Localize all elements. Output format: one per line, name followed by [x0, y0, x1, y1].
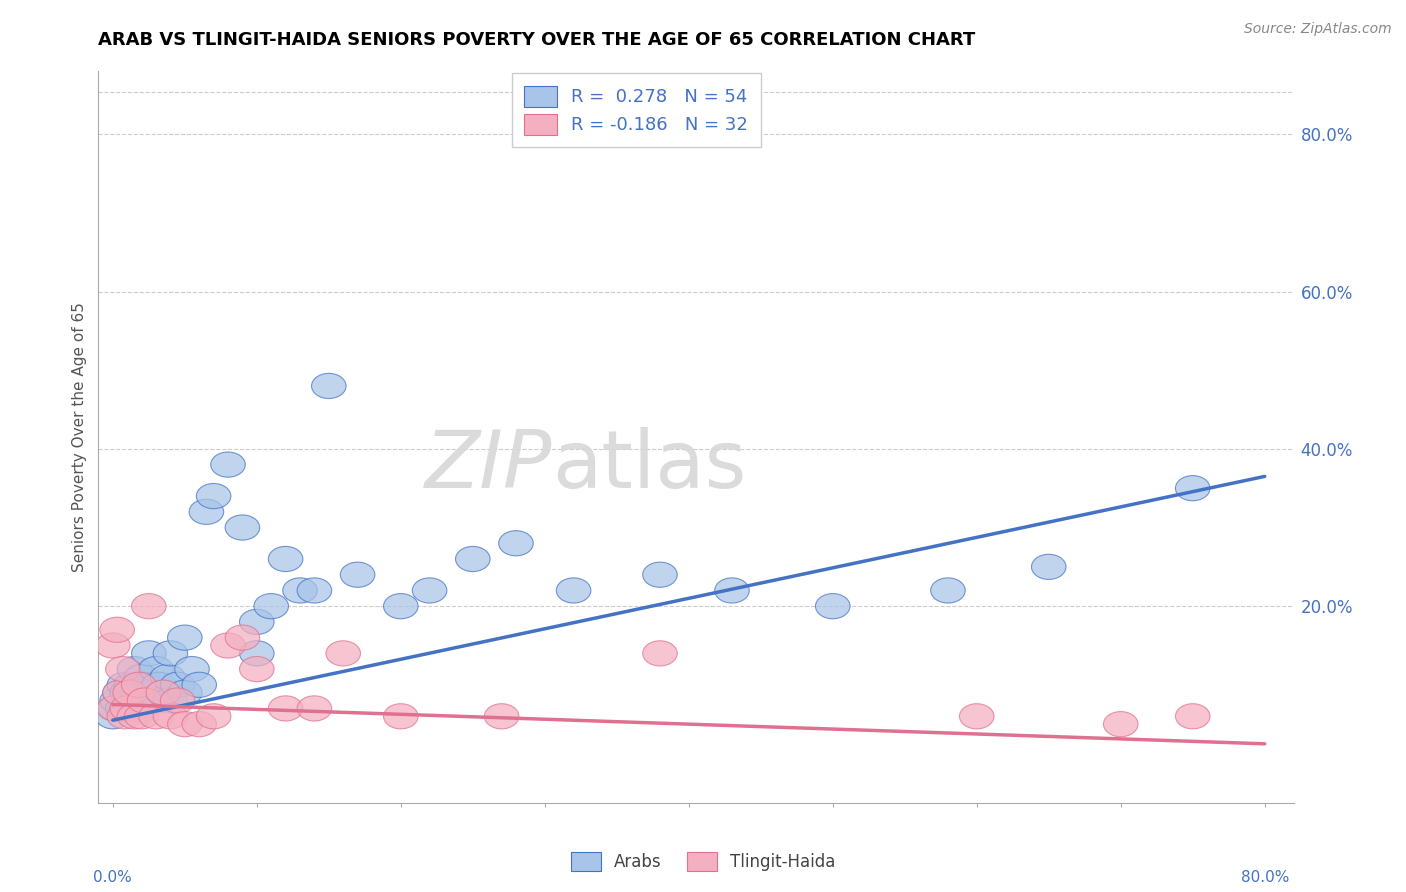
Ellipse shape — [1104, 712, 1137, 737]
Ellipse shape — [1032, 554, 1066, 580]
Ellipse shape — [146, 680, 180, 706]
Legend: R =  0.278   N = 54, R = -0.186   N = 32: R = 0.278 N = 54, R = -0.186 N = 32 — [512, 73, 761, 147]
Ellipse shape — [959, 704, 994, 729]
Ellipse shape — [132, 640, 166, 666]
Ellipse shape — [139, 688, 173, 713]
Ellipse shape — [197, 704, 231, 729]
Ellipse shape — [117, 696, 152, 721]
Ellipse shape — [105, 657, 141, 681]
Ellipse shape — [153, 640, 187, 666]
Ellipse shape — [96, 633, 131, 658]
Ellipse shape — [132, 593, 166, 619]
Ellipse shape — [112, 688, 148, 713]
Legend: Arabs, Tlingit-Haida: Arabs, Tlingit-Haida — [562, 843, 844, 880]
Ellipse shape — [499, 531, 533, 556]
Text: Source: ZipAtlas.com: Source: ZipAtlas.com — [1244, 22, 1392, 37]
Text: atlas: atlas — [553, 427, 747, 506]
Ellipse shape — [150, 665, 184, 690]
Ellipse shape — [127, 688, 162, 713]
Ellipse shape — [190, 500, 224, 524]
Ellipse shape — [254, 593, 288, 619]
Ellipse shape — [1175, 475, 1211, 500]
Ellipse shape — [815, 593, 851, 619]
Ellipse shape — [96, 704, 131, 729]
Ellipse shape — [197, 483, 231, 508]
Ellipse shape — [160, 688, 195, 713]
Ellipse shape — [103, 680, 138, 706]
Text: ARAB VS TLINGIT-HAIDA SENIORS POVERTY OVER THE AGE OF 65 CORRELATION CHART: ARAB VS TLINGIT-HAIDA SENIORS POVERTY OV… — [98, 31, 976, 49]
Ellipse shape — [100, 688, 135, 713]
Text: 80.0%: 80.0% — [1240, 870, 1289, 885]
Ellipse shape — [146, 680, 180, 706]
Ellipse shape — [557, 578, 591, 603]
Ellipse shape — [211, 452, 245, 477]
Ellipse shape — [160, 673, 195, 698]
Ellipse shape — [181, 673, 217, 698]
Ellipse shape — [98, 696, 134, 721]
Ellipse shape — [297, 696, 332, 721]
Ellipse shape — [124, 696, 159, 721]
Ellipse shape — [117, 704, 152, 729]
Ellipse shape — [211, 633, 245, 658]
Text: 0.0%: 0.0% — [93, 870, 132, 885]
Ellipse shape — [124, 704, 159, 729]
Ellipse shape — [135, 680, 169, 706]
Ellipse shape — [181, 712, 217, 737]
Ellipse shape — [103, 680, 138, 706]
Ellipse shape — [114, 673, 149, 698]
Ellipse shape — [384, 704, 418, 729]
Ellipse shape — [117, 657, 152, 681]
Ellipse shape — [283, 578, 318, 603]
Ellipse shape — [100, 617, 135, 642]
Ellipse shape — [1175, 704, 1211, 729]
Ellipse shape — [107, 704, 142, 729]
Ellipse shape — [167, 712, 202, 737]
Ellipse shape — [97, 696, 132, 721]
Ellipse shape — [105, 696, 141, 721]
Ellipse shape — [121, 680, 156, 706]
Ellipse shape — [110, 680, 145, 706]
Ellipse shape — [174, 657, 209, 681]
Ellipse shape — [124, 665, 159, 690]
Ellipse shape — [239, 640, 274, 666]
Ellipse shape — [153, 688, 187, 713]
Ellipse shape — [112, 680, 148, 706]
Y-axis label: Seniors Poverty Over the Age of 65: Seniors Poverty Over the Age of 65 — [72, 302, 87, 572]
Ellipse shape — [139, 657, 173, 681]
Ellipse shape — [121, 673, 156, 698]
Ellipse shape — [225, 625, 260, 650]
Ellipse shape — [326, 640, 360, 666]
Ellipse shape — [456, 547, 491, 572]
Ellipse shape — [643, 640, 678, 666]
Ellipse shape — [239, 609, 274, 634]
Ellipse shape — [269, 547, 302, 572]
Ellipse shape — [412, 578, 447, 603]
Ellipse shape — [239, 657, 274, 681]
Ellipse shape — [225, 515, 260, 541]
Ellipse shape — [107, 673, 142, 698]
Ellipse shape — [153, 704, 187, 729]
Ellipse shape — [167, 680, 202, 706]
Ellipse shape — [269, 696, 302, 721]
Ellipse shape — [142, 673, 176, 698]
Ellipse shape — [297, 578, 332, 603]
Ellipse shape — [167, 625, 202, 650]
Ellipse shape — [110, 696, 145, 721]
Ellipse shape — [931, 578, 966, 603]
Ellipse shape — [139, 704, 173, 729]
Ellipse shape — [110, 696, 145, 721]
Ellipse shape — [484, 704, 519, 729]
Ellipse shape — [384, 593, 418, 619]
Ellipse shape — [132, 688, 166, 713]
Text: ZIP: ZIP — [425, 427, 553, 506]
Ellipse shape — [714, 578, 749, 603]
Ellipse shape — [312, 374, 346, 399]
Ellipse shape — [340, 562, 375, 587]
Ellipse shape — [127, 673, 162, 698]
Ellipse shape — [643, 562, 678, 587]
